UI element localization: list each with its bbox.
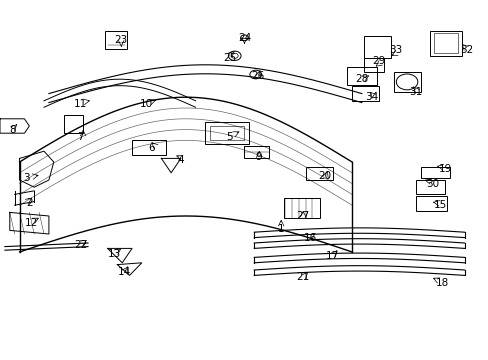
Bar [364, 58, 383, 72]
Text: 13: 13 [108, 249, 122, 259]
Text: 27: 27 [296, 211, 309, 221]
Text: 25: 25 [223, 53, 236, 63]
Text: 32: 32 [459, 45, 473, 55]
Bar [415, 180, 444, 194]
Text: 17: 17 [325, 251, 339, 261]
Text: 3: 3 [23, 173, 30, 183]
Text: 4: 4 [177, 155, 184, 165]
Bar [420, 167, 449, 178]
Text: 1: 1 [277, 224, 284, 234]
Text: 31: 31 [408, 87, 422, 97]
Text: 5: 5 [226, 132, 233, 142]
Text: 28: 28 [354, 74, 368, 84]
Bar [429, 31, 461, 56]
Bar [132, 140, 166, 155]
Text: 12: 12 [25, 218, 39, 228]
Bar [105, 31, 127, 49]
Text: 22: 22 [74, 240, 87, 250]
Text: 23: 23 [114, 35, 128, 45]
Text: 15: 15 [432, 200, 446, 210]
Bar [393, 72, 420, 92]
Text: 24: 24 [237, 33, 251, 43]
Text: 26: 26 [251, 71, 264, 81]
Text: 16: 16 [303, 233, 317, 243]
Text: 30: 30 [426, 179, 438, 189]
Text: 2: 2 [26, 198, 33, 208]
Bar [433, 33, 457, 53]
Text: 9: 9 [255, 152, 262, 162]
Text: 34: 34 [364, 92, 378, 102]
Text: 21: 21 [296, 272, 309, 282]
Text: 6: 6 [148, 143, 155, 153]
Bar [244, 146, 268, 158]
Text: 10: 10 [140, 99, 153, 109]
Bar [305, 167, 332, 180]
Text: 11: 11 [74, 99, 87, 109]
Bar [415, 196, 447, 211]
Bar [351, 86, 378, 101]
Text: 7: 7 [77, 132, 84, 142]
Text: 33: 33 [388, 45, 402, 55]
Bar [210, 126, 244, 140]
Bar [63, 115, 83, 133]
Text: 14: 14 [118, 267, 131, 277]
Bar [205, 122, 249, 144]
Text: 18: 18 [435, 278, 448, 288]
Bar [364, 36, 390, 58]
Text: 29: 29 [371, 56, 385, 66]
Text: 8: 8 [9, 125, 16, 135]
Bar [283, 198, 320, 218]
Text: 20: 20 [318, 171, 331, 181]
Text: 19: 19 [437, 164, 451, 174]
Bar [346, 67, 376, 85]
